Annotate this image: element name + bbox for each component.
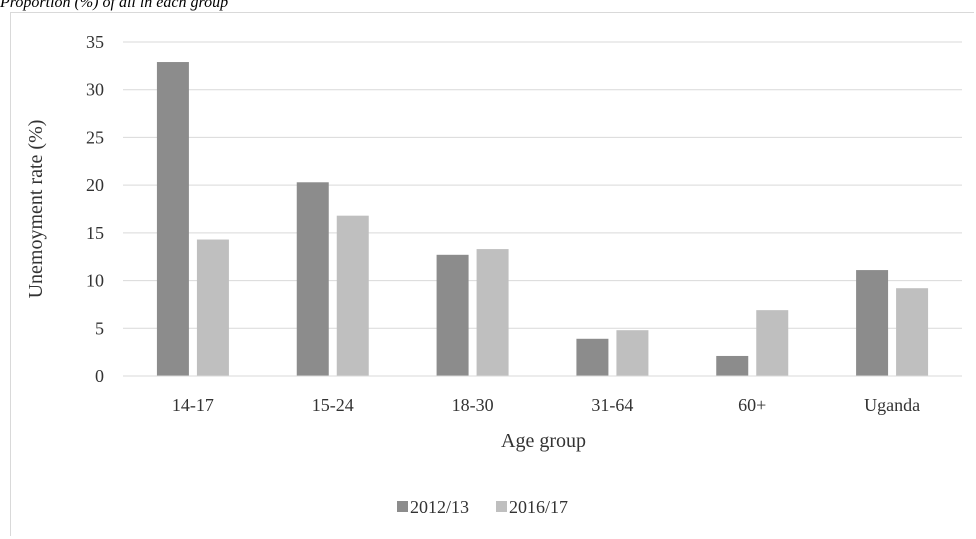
x-axis-label: Age group [501,430,586,452]
bar-2012-13-Uganda [856,270,889,376]
bar-2016-17-14-17 [196,239,229,376]
legend-label: 2012/13 [410,497,469,517]
x-tick-label: 18-30 [452,395,494,415]
bar-2016-17-Uganda [896,288,929,376]
x-tick-label: 60+ [738,395,766,415]
y-tick-label: 15 [86,223,104,243]
bar-2012-13-14-17 [156,62,189,376]
y-tick-label: 20 [86,175,104,195]
legend-label: 2016/17 [509,497,568,517]
x-axis-ticks: 14-17 15-24 18-30 31-64 60+ Uganda [172,395,920,415]
x-tick-label: 15-24 [312,395,354,415]
y-tick-label: 0 [95,366,104,386]
chart-frame [10,12,974,536]
y-tick-label: 5 [95,318,104,338]
bar-2016-17-18-30 [476,249,509,376]
legend-swatch-2016-17 [496,501,507,512]
bars [156,62,929,376]
x-tick-label: 14-17 [172,395,214,415]
x-tick-label: 31-64 [591,395,633,415]
y-tick-label: 25 [86,127,104,147]
y-axis-label: Unemoyment rate (%) [25,120,47,299]
y-axis-ticks: 0 5 10 15 20 25 30 35 [86,32,104,386]
bar-2012-13-15-24 [296,182,329,376]
y-tick-label: 35 [86,32,104,52]
y-tick-label: 10 [86,271,104,291]
x-tick-label: Uganda [864,395,920,415]
bar-2012-13-60+ [716,355,749,376]
bar-2016-17-31-64 [616,330,649,376]
bar-2012-13-18-30 [436,254,469,376]
chart-subtitle: Proportion (%) of all in each group [0,0,229,11]
legend: 2012/13 2016/17 [397,497,568,517]
bar-2016-17-15-24 [336,215,369,376]
gridlines [123,41,962,329]
bar-2016-17-60+ [756,310,789,376]
bar-2012-13-31-64 [576,338,609,376]
legend-swatch-2012-13 [397,501,408,512]
y-tick-label: 30 [86,80,104,100]
